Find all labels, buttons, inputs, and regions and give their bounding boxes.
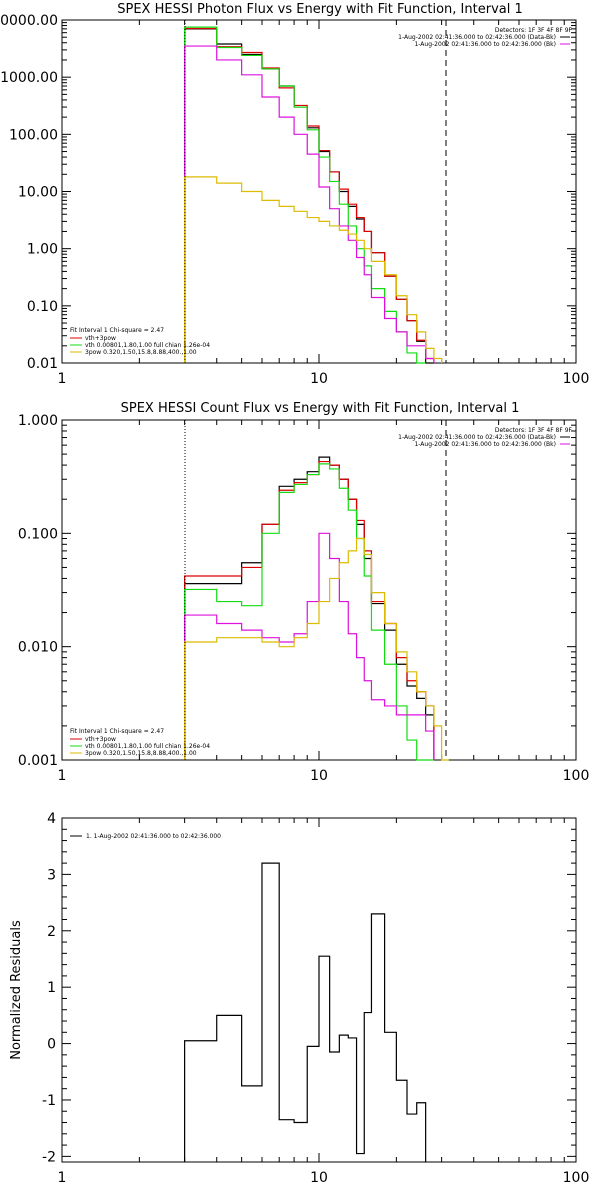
count-flux-info-data-bk: 1-Aug-2002 02:41:36.000 to 02:42:36.000 … [398, 434, 556, 441]
residuals-series [184, 862, 427, 1162]
photon-flux-series [184, 26, 443, 364]
x-tick-label: 100 [563, 768, 590, 784]
y-tick-label: 10.00 [18, 185, 58, 201]
photon-flux-info-bk: 1-Aug-2002 02:41:36.000 to 02:42:36.000 … [414, 41, 556, 48]
count-flux-info-detectors: Detectors: 1F 3F 4F 8F 9F [495, 427, 573, 434]
photon-flux-info-detectors: Detectors: 1F 3F 4F 8F 9F [495, 27, 573, 34]
count-flux-ticks: 1 10 100 0.001 0.010 0.100 1.000 [18, 413, 589, 784]
residuals-panel: 1 10 100 -2 -1 0 1 2 3 4 Normalized Residuals 1. … [9, 811, 589, 1186]
y-tick-label: 0.01 [27, 356, 58, 372]
photon-flux-panel: SPEX HESSI Photon Flux vs Energy with Fi… [0, 2, 589, 387]
photon-flux-legend-vth: vth 0.00801,1.80,1.00 full chian 1.26e-0… [85, 342, 210, 349]
y-tick-label: 1.000 [18, 413, 58, 429]
residuals-ticks: 1 10 100 -2 -1 0 1 2 3 4 [42, 811, 589, 1186]
y-tick-label: -2 [42, 1149, 56, 1165]
y-tick-label: 100.00 [9, 127, 58, 143]
y-tick-label: 0000.00 [0, 13, 58, 29]
count-flux-legend-title: Fit Interval 1 Chi-square = 2.47 [70, 728, 164, 735]
series-magenta-3 [184, 532, 435, 760]
residuals-legend-label: 1. 1-Aug-2002 02:41:36.000 to 02:42:36.0… [86, 833, 221, 840]
y-tick-label: 0 [47, 1037, 56, 1053]
series-red-1 [184, 460, 435, 760]
x-tick-label: 10 [310, 768, 328, 784]
y-tick-label: -1 [42, 1093, 56, 1109]
series-black-0 [184, 862, 427, 1162]
photon-flux-ticks: 1 10 100 0.01 0.10 1.00 10.00 100.00 1000.00 0000… [0, 13, 589, 387]
photon-flux-title: SPEX HESSI Photon Flux vs Energy with Fi… [117, 2, 523, 17]
x-tick-label: 1 [58, 1170, 67, 1186]
y-tick-label: 1.00 [27, 242, 58, 258]
x-tick-label: 1 [58, 768, 67, 784]
count-flux-series [184, 456, 449, 761]
photon-flux-plot-frame [61, 19, 577, 364]
photon-flux-legend-vth3pow: vth+3pow [85, 335, 116, 342]
count-flux-info-bk: 1-Aug-2002 02:41:36.000 to 02:42:36.000 … [414, 441, 556, 448]
series-green-2 [184, 463, 434, 761]
y-tick-label: 0.001 [18, 753, 58, 769]
count-flux-title: SPEX HESSI Count Flux vs Energy with Fit… [121, 401, 520, 416]
y-tick-label: 0.100 [18, 526, 58, 542]
x-tick-label: 10 [310, 1170, 328, 1186]
series-yellow-4 [184, 537, 449, 761]
count-flux-panel: SPEX HESSI Count Flux vs Energy with Fit… [18, 401, 589, 784]
y-tick-label: 2 [47, 924, 56, 940]
y-tick-label: 1 [47, 980, 56, 996]
x-tick-label: 1 [58, 371, 67, 387]
y-tick-label: 4 [47, 811, 56, 827]
photon-flux-info-data-bk: 1-Aug-2002 02:41:36.000 to 02:42:36.000 … [398, 34, 556, 41]
x-tick-label: 10 [310, 371, 328, 387]
y-tick-label: 0.10 [27, 299, 58, 315]
y-tick-label: 3 [47, 867, 56, 883]
residuals-ylabel: Normalized Residuals [9, 920, 24, 1060]
count-flux-legend-vth3pow: vth+3pow [85, 736, 116, 743]
photon-flux-legend-title: Fit Interval 1 Chi-square = 2.47 [70, 327, 164, 334]
y-tick-label: 1000.00 [0, 70, 58, 86]
series-green-2 [184, 26, 426, 364]
count-flux-legend-vth: vth 0.00801,1.80,1.00 full chian 1.26e-0… [85, 743, 210, 750]
y-tick-label: 0.010 [18, 640, 58, 656]
series-yellow-4 [184, 176, 443, 363]
x-tick-label: 100 [563, 371, 590, 387]
photon-flux-legend-3pow: 3pow 0.320,1.50,15.8,8.88,400.,1.00 [85, 349, 197, 356]
x-tick-label: 100 [563, 1170, 590, 1186]
count-flux-legend-3pow: 3pow 0.320,1.50,15.8,8.88,400.,1.00 [85, 750, 197, 757]
